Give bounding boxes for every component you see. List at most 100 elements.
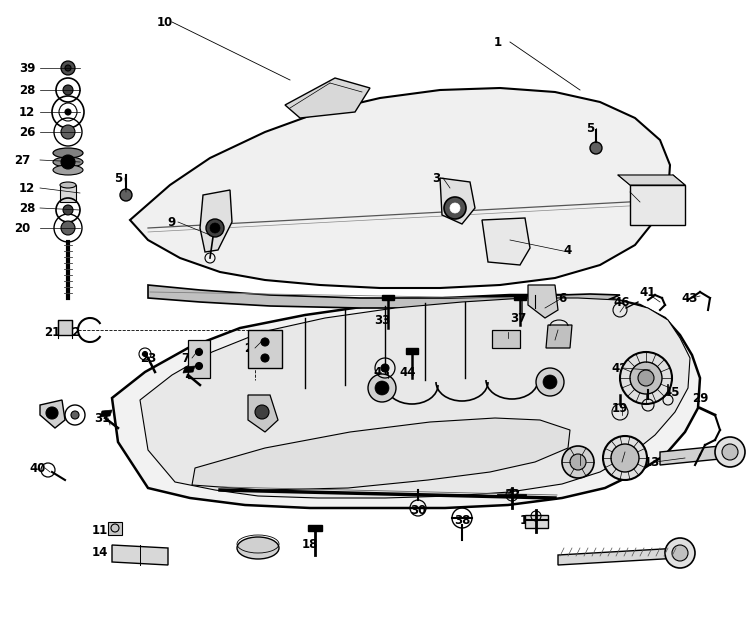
Text: 5: 5 (114, 171, 122, 185)
Circle shape (570, 454, 586, 470)
Polygon shape (108, 522, 122, 535)
Polygon shape (660, 445, 730, 465)
Polygon shape (248, 330, 282, 368)
Text: 31: 31 (94, 411, 110, 425)
Polygon shape (492, 330, 520, 348)
Circle shape (630, 362, 662, 394)
Text: 28: 28 (19, 83, 35, 97)
Text: 6: 6 (558, 291, 566, 305)
Circle shape (381, 364, 389, 372)
Text: 25: 25 (250, 549, 266, 561)
Circle shape (61, 221, 75, 235)
Circle shape (665, 538, 695, 568)
Ellipse shape (53, 157, 83, 167)
Text: 19: 19 (612, 401, 628, 415)
Text: 23: 23 (140, 352, 156, 364)
Polygon shape (630, 185, 685, 225)
Text: 48: 48 (642, 392, 658, 404)
Text: 1: 1 (494, 36, 502, 48)
Text: 33: 33 (374, 314, 390, 326)
Polygon shape (40, 400, 65, 428)
Circle shape (142, 352, 148, 356)
Circle shape (196, 349, 202, 356)
Text: 28: 28 (19, 201, 35, 215)
Text: 45: 45 (374, 366, 390, 378)
Polygon shape (130, 88, 670, 288)
Circle shape (375, 381, 389, 395)
Text: 16: 16 (612, 455, 628, 469)
Text: 20: 20 (13, 222, 30, 234)
Text: 30: 30 (410, 504, 426, 516)
Circle shape (63, 205, 73, 215)
Text: 39: 39 (19, 62, 35, 74)
Text: 43: 43 (682, 291, 698, 305)
Text: 29: 29 (692, 392, 708, 404)
Polygon shape (188, 340, 210, 378)
Text: 4: 4 (564, 243, 572, 257)
Polygon shape (58, 320, 72, 335)
Text: 7: 7 (181, 352, 189, 364)
Circle shape (71, 411, 79, 419)
Text: 12: 12 (19, 182, 35, 194)
Polygon shape (183, 366, 195, 373)
Circle shape (638, 370, 654, 386)
Circle shape (672, 545, 688, 561)
Polygon shape (140, 298, 690, 498)
Polygon shape (440, 178, 475, 224)
Circle shape (562, 446, 594, 478)
Text: 14: 14 (92, 545, 108, 559)
Circle shape (61, 61, 75, 75)
Text: 45: 45 (664, 385, 680, 399)
Text: 9: 9 (166, 215, 175, 229)
Circle shape (261, 338, 269, 346)
Circle shape (255, 405, 269, 419)
Ellipse shape (237, 537, 279, 559)
Polygon shape (100, 410, 112, 417)
Polygon shape (192, 418, 570, 490)
Polygon shape (308, 525, 322, 531)
Circle shape (611, 444, 639, 472)
Text: 5: 5 (586, 121, 594, 135)
Polygon shape (382, 295, 394, 300)
Text: 18: 18 (302, 538, 318, 552)
Polygon shape (406, 348, 418, 354)
Circle shape (261, 354, 269, 362)
Text: 13: 13 (644, 455, 660, 469)
Text: 41: 41 (640, 286, 656, 298)
Circle shape (206, 219, 224, 237)
Polygon shape (525, 515, 548, 528)
Polygon shape (528, 285, 558, 318)
Text: 2: 2 (244, 342, 252, 354)
Text: 47: 47 (40, 408, 56, 422)
Text: 15: 15 (562, 554, 578, 566)
Circle shape (543, 375, 557, 389)
Text: 38: 38 (454, 514, 470, 526)
Text: 8: 8 (646, 196, 654, 208)
Circle shape (46, 407, 58, 419)
Text: 26: 26 (19, 126, 35, 138)
Polygon shape (112, 295, 700, 508)
Polygon shape (514, 295, 526, 300)
Text: 32: 32 (504, 488, 520, 502)
Text: 10: 10 (157, 15, 173, 29)
Polygon shape (148, 285, 620, 308)
Text: 34: 34 (570, 458, 586, 472)
Circle shape (715, 437, 745, 467)
Circle shape (65, 65, 71, 71)
Text: 37: 37 (510, 312, 526, 324)
Text: 11: 11 (92, 523, 108, 537)
Circle shape (65, 109, 71, 115)
Polygon shape (618, 175, 685, 185)
Polygon shape (200, 190, 232, 252)
Circle shape (620, 352, 672, 404)
Circle shape (536, 368, 564, 396)
Ellipse shape (60, 182, 76, 188)
Circle shape (722, 444, 738, 460)
Circle shape (61, 155, 75, 169)
Text: 17: 17 (520, 514, 536, 526)
Ellipse shape (53, 165, 83, 175)
Circle shape (63, 85, 73, 95)
Circle shape (590, 142, 602, 154)
Circle shape (603, 436, 647, 480)
Circle shape (61, 125, 75, 139)
